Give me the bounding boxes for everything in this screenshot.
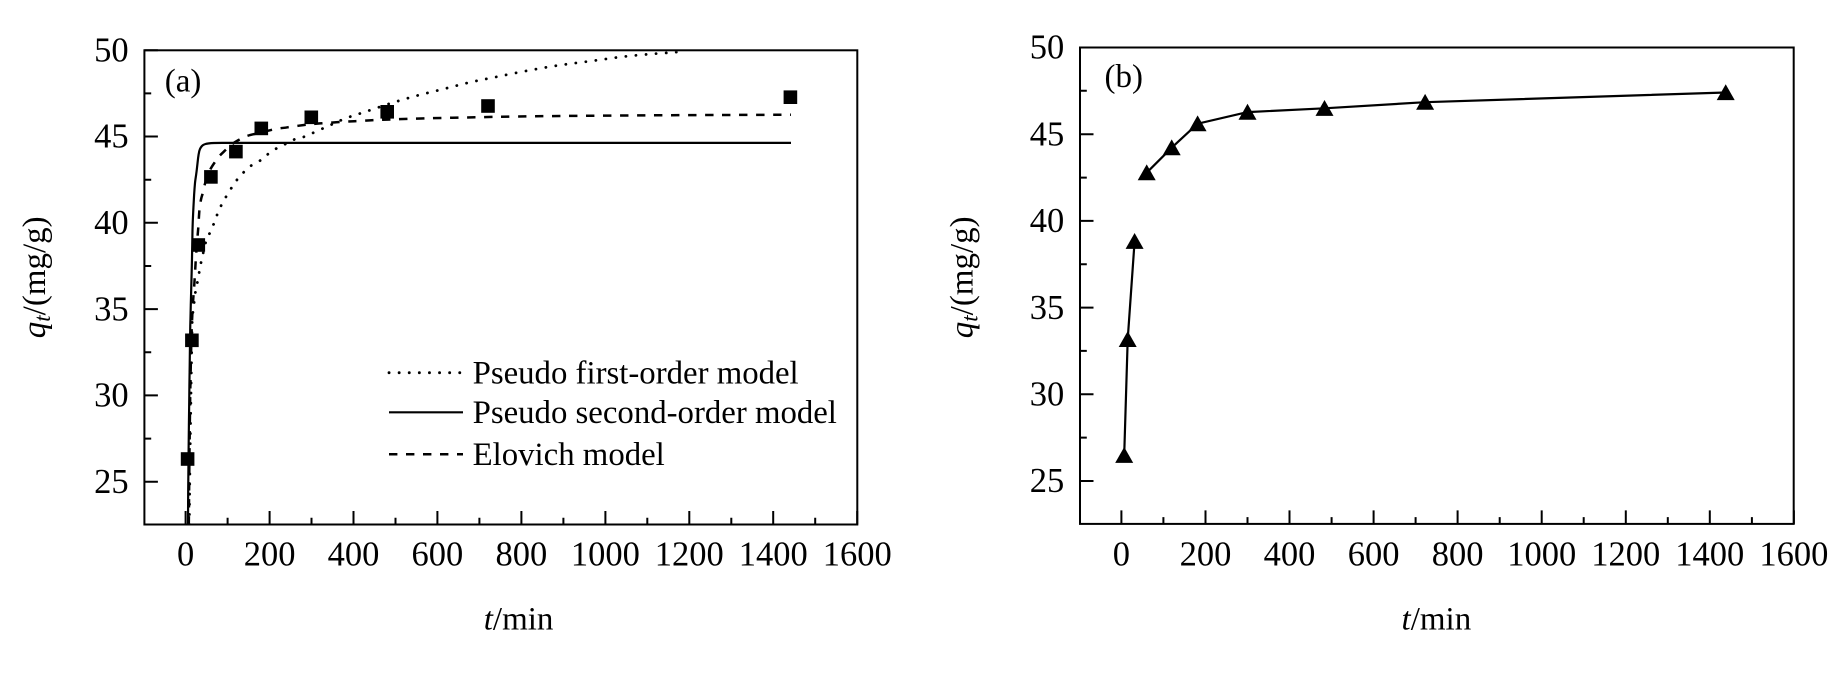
- svg-text:45: 45: [94, 118, 129, 156]
- svg-text:45: 45: [1030, 115, 1065, 153]
- svg-text:Pseudo first-order model: Pseudo first-order model: [473, 356, 799, 392]
- svg-text:200: 200: [244, 536, 296, 574]
- svg-text:1600: 1600: [1759, 536, 1828, 574]
- svg-text:800: 800: [1432, 536, 1484, 574]
- svg-text:1000: 1000: [571, 536, 640, 574]
- svg-text:1200: 1200: [655, 536, 724, 574]
- svg-text:30: 30: [1030, 376, 1065, 414]
- svg-text:Pseudo second-order model: Pseudo second-order model: [473, 395, 837, 431]
- svg-text:40: 40: [94, 204, 129, 242]
- svg-text:200: 200: [1180, 536, 1232, 574]
- svg-text:Elovich model: Elovich model: [473, 437, 665, 473]
- svg-text:35: 35: [1030, 289, 1065, 327]
- svg-text:(a): (a): [165, 64, 202, 100]
- svg-text:400: 400: [1264, 536, 1316, 574]
- svg-text:25: 25: [94, 463, 129, 501]
- svg-text:t/min: t/min: [1402, 602, 1472, 638]
- svg-text:400: 400: [328, 536, 380, 574]
- svg-text:1200: 1200: [1591, 536, 1660, 574]
- svg-text:25: 25: [1030, 462, 1065, 500]
- svg-text:1400: 1400: [739, 536, 808, 574]
- svg-text:30: 30: [94, 377, 129, 415]
- svg-text:qt/(mg/g): qt/(mg/g): [945, 216, 983, 338]
- svg-text:(b): (b): [1105, 59, 1143, 95]
- svg-text:1600: 1600: [823, 536, 892, 574]
- svg-text:qt/(mg/g): qt/(mg/g): [17, 216, 55, 338]
- svg-text:0: 0: [1113, 536, 1130, 574]
- svg-text:t/min: t/min: [484, 602, 554, 638]
- svg-text:600: 600: [412, 536, 464, 574]
- svg-text:600: 600: [1348, 536, 1400, 574]
- svg-text:800: 800: [496, 536, 548, 574]
- svg-text:1000: 1000: [1507, 536, 1576, 574]
- svg-text:0: 0: [177, 536, 194, 574]
- svg-text:50: 50: [1030, 29, 1065, 67]
- svg-text:1400: 1400: [1675, 536, 1744, 574]
- svg-text:35: 35: [94, 290, 129, 328]
- svg-text:40: 40: [1030, 202, 1065, 240]
- svg-text:50: 50: [94, 31, 129, 69]
